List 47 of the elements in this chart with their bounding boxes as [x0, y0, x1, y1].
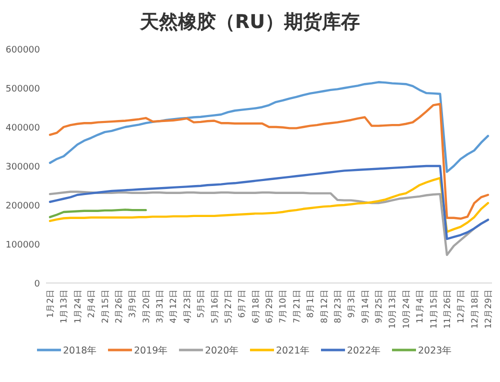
- x-tick-label: 3月9日: [128, 289, 138, 318]
- x-tick-label: 9月14日: [360, 289, 371, 324]
- legend-label: 2020年: [205, 344, 240, 356]
- x-tick-label: 9月25日: [374, 289, 384, 324]
- x-tick-label: 4月12日: [169, 289, 180, 324]
- x-tick-label: 12月18日: [470, 289, 480, 329]
- y-tick-label: 400000: [6, 124, 40, 134]
- x-tick-label: 8月23日: [333, 289, 344, 324]
- x-tick-label: 8月1日: [306, 289, 316, 318]
- chart-title: 天然橡胶（RU）期货库存: [138, 11, 360, 33]
- x-tick-label: 5月5日: [196, 289, 207, 318]
- y-tick-label: 300000: [6, 162, 40, 172]
- x-tick-label: 3月31日: [156, 289, 166, 324]
- y-tick-label: 0: [34, 280, 40, 290]
- x-tick-label: 6月18日: [251, 289, 262, 324]
- x-tick-label: 2月26日: [114, 289, 124, 324]
- x-tick-label: 12月7日: [456, 289, 467, 324]
- legend-label: 2021年: [276, 344, 310, 356]
- x-tick-label: 10月13日: [388, 289, 398, 329]
- x-tick-label: 1月2日: [46, 289, 56, 318]
- x-tick-label: 9月3日: [347, 289, 358, 318]
- x-tick-label: 1月24日: [73, 289, 84, 324]
- x-tick-label: 2月15日: [100, 289, 111, 324]
- x-tick-label: 12月29日: [484, 289, 494, 329]
- x-tick-label: 11月26日: [442, 289, 453, 329]
- x-tick-label: 8月12日: [320, 289, 330, 324]
- x-tick-label: 10月24日: [402, 289, 412, 329]
- y-tick-label: 200000: [6, 202, 40, 212]
- x-tick-label: 6月29日: [265, 289, 275, 324]
- legend-label: 2018年: [63, 344, 98, 356]
- x-tick-label: 6月7日: [238, 289, 248, 318]
- x-tick-label: 5月27日: [224, 289, 234, 324]
- y-tick-label: 600000: [6, 46, 40, 56]
- x-tick-label: 11月4日: [416, 289, 426, 324]
- y-tick-label: 500000: [6, 84, 40, 94]
- x-tick-label: 5月16日: [210, 289, 220, 324]
- x-tick-label: 7月10日: [278, 289, 289, 324]
- x-tick-label: 1月13日: [60, 289, 70, 324]
- legend-label: 2019年: [134, 344, 168, 356]
- x-tick-label: 7月21日: [292, 289, 302, 324]
- legend-label: 2023年: [418, 344, 452, 356]
- y-tick-label: 100000: [6, 240, 40, 250]
- x-tick-label: 2月4日: [87, 289, 98, 318]
- x-tick-label: 3月20日: [142, 289, 152, 324]
- x-tick-label: 4月23日: [182, 289, 193, 324]
- x-tick-label: 11月15日: [429, 289, 440, 329]
- legend-label: 2022年: [347, 344, 382, 356]
